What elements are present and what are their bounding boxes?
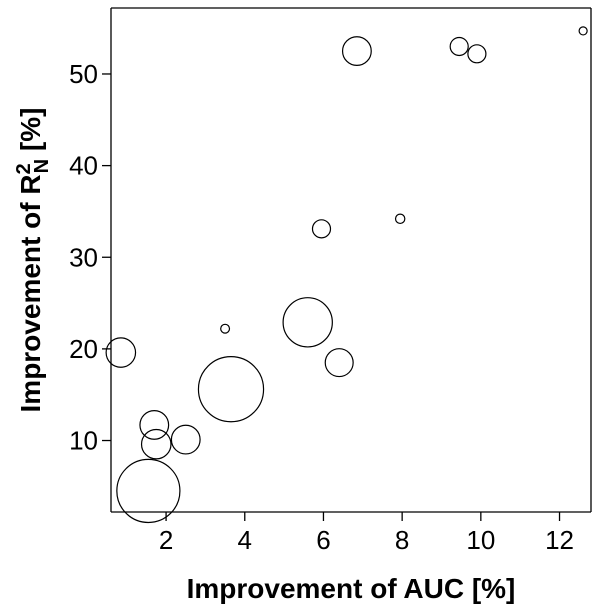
y-tick-label: 20 — [69, 334, 98, 364]
y-axis-title-subscript: N — [31, 159, 53, 173]
bubble-series — [105, 26, 588, 524]
y-tick-label: 30 — [69, 242, 98, 272]
y-tick-label: 40 — [69, 151, 98, 181]
x-tick-label: 2 — [159, 525, 173, 555]
y-tick-label: 10 — [69, 426, 98, 456]
bubble-point-9 — [311, 219, 332, 239]
x-tick-label: 10 — [466, 525, 495, 555]
y-axis-title: Improvement of R2N [%] — [13, 108, 53, 413]
x-axis-title: Improvement of AUC [%] — [187, 573, 516, 604]
bubble-point-13 — [449, 36, 469, 57]
bubble-point-12 — [394, 213, 406, 225]
bubble-point-10 — [324, 348, 354, 378]
bubble-point-15 — [578, 26, 588, 36]
x-tick-label: 8 — [395, 525, 409, 555]
bubble-point-14 — [467, 44, 487, 64]
y-tick-label: 50 — [69, 59, 98, 89]
bubble-point-4 — [140, 428, 172, 460]
bubble-point-2 — [116, 458, 181, 524]
x-axis-ticks: 2 4 6 8 10 12 — [159, 512, 574, 555]
y-axis-ticks: 10 20 30 40 50 — [69, 59, 111, 456]
bubble-point-3 — [139, 410, 170, 440]
bubble-point-7 — [197, 356, 265, 423]
y-axis-title-suffix: [%] — [15, 108, 46, 159]
x-tick-label: 6 — [316, 525, 330, 555]
x-tick-label: 4 — [238, 525, 252, 555]
y-axis-title-prefix: Improvement of R — [15, 174, 46, 412]
y-axis-title-superscript: 2 — [13, 163, 35, 174]
bubble-point-11 — [341, 36, 372, 67]
bubble-point-1 — [105, 337, 137, 368]
bubble-point-6 — [220, 323, 231, 334]
bubble-point-8 — [282, 297, 333, 348]
bubble-point-5 — [170, 424, 201, 455]
x-tick-label: 12 — [545, 525, 574, 555]
plot-frame — [110, 7, 592, 513]
